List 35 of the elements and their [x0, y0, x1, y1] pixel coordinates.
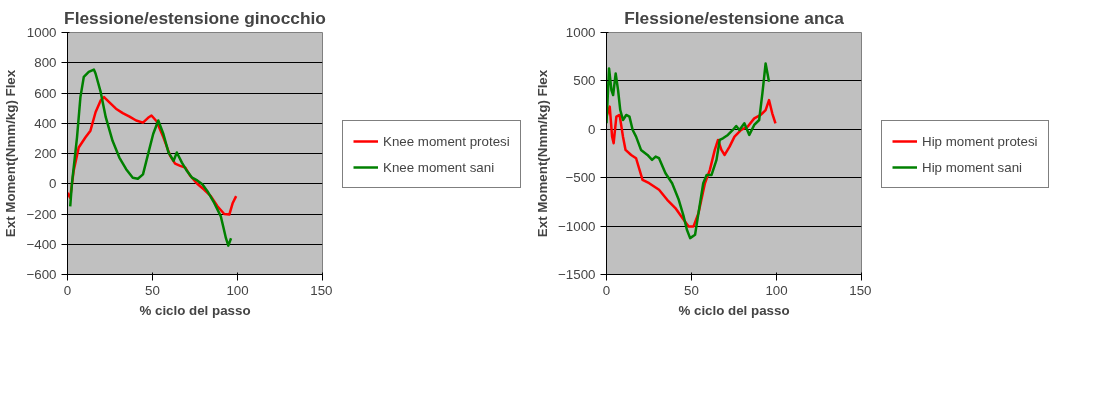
x-axis-title: % ciclo del passo	[678, 302, 790, 318]
x-tick-label: 0	[602, 282, 611, 298]
y-tick-label: 0	[49, 176, 57, 192]
y-axis-title: Ext Moment(Nmm/kg) Flex	[535, 69, 551, 238]
line-series	[68, 68, 233, 247]
y-tick-label: −500	[565, 170, 596, 186]
x-tick-label: 100	[226, 282, 249, 298]
y-tick-label: −600	[26, 267, 57, 282]
y-tick-label: −400	[26, 236, 57, 252]
legend-label: Hip moment protesi	[922, 133, 1038, 149]
y-tick-label: 500	[573, 73, 596, 89]
y-tick-label: 1000	[26, 25, 57, 40]
line-series	[606, 62, 771, 240]
x-tick-label: 50	[145, 282, 160, 298]
y-tick-label: −1500	[558, 267, 596, 282]
chart-title: Flessione/estensione anca	[624, 7, 845, 28]
chart-title: Flessione/estensione ginocchio	[64, 7, 326, 28]
x-tick-label: 150	[310, 282, 333, 298]
y-tick-label: 400	[34, 115, 57, 131]
y-tick-label: −1000	[558, 218, 596, 234]
y-tick-label: 200	[34, 146, 57, 161]
y-tick-label: −200	[26, 206, 57, 222]
y-tick-label: 0	[588, 121, 596, 137]
x-axis-title: % ciclo del passo	[139, 302, 251, 318]
y-tick-label: 1000	[565, 25, 596, 40]
x-tick-label: 50	[684, 282, 699, 298]
x-tick-label: 150	[849, 282, 872, 298]
legend-label: Knee moment protesi	[383, 133, 510, 149]
x-tick-label: 100	[765, 282, 788, 298]
y-tick-label: 800	[34, 55, 57, 71]
y-axis-title: Ext Moment(Nmm/kg) Flex	[3, 69, 19, 238]
y-tick-label: 600	[34, 85, 57, 101]
x-tick-label: 0	[63, 282, 72, 298]
legend-label: Knee moment sani	[383, 159, 495, 175]
legend-label: Hip moment sani	[922, 159, 1023, 175]
